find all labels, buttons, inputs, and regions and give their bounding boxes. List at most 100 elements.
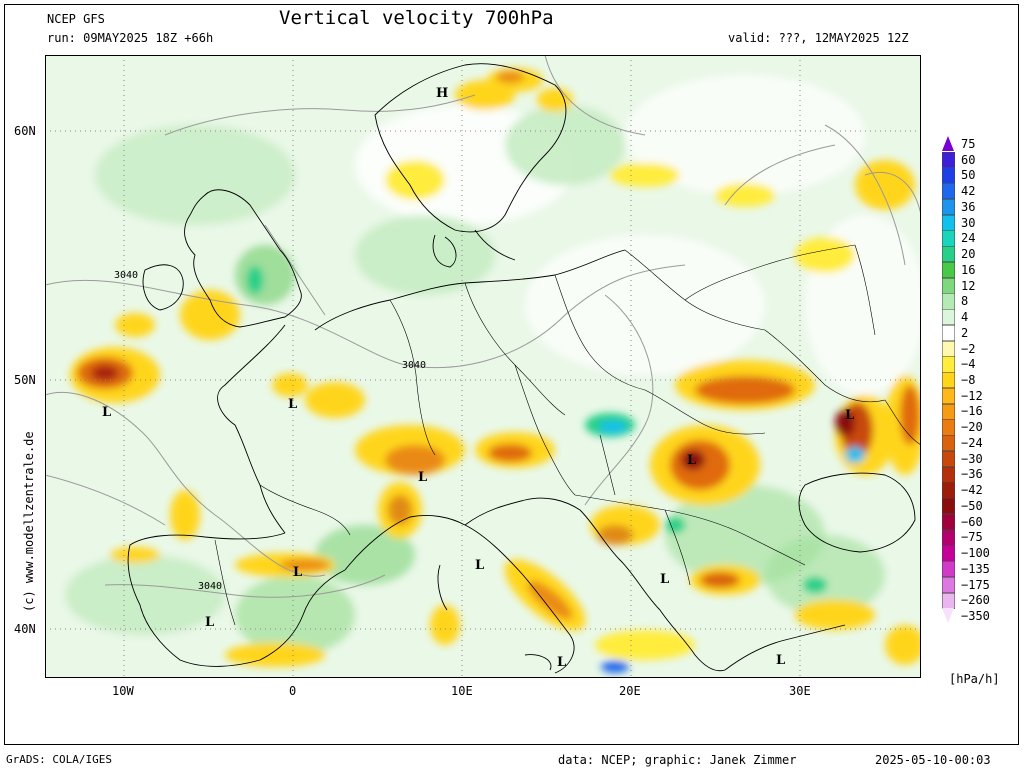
colorbar-level-label: −60: [961, 514, 983, 529]
weather-map: [45, 55, 921, 678]
colorbar-cell: [942, 561, 955, 578]
height-contours: [45, 55, 921, 598]
colorbar-cell: [942, 372, 955, 389]
contour-label: 3040: [402, 360, 427, 371]
low-label: L: [660, 572, 670, 587]
lat-label: 40N: [14, 622, 36, 636]
colorbar-cell: [942, 293, 955, 310]
colorbar-level-label: −350: [961, 609, 990, 624]
colorbar-level-label: −42: [961, 483, 983, 498]
colorbar-cell: [942, 324, 955, 342]
colorbar-level-label: −16: [961, 404, 983, 419]
low-label: L: [687, 453, 697, 468]
colorbar-cell: [942, 545, 955, 562]
low-label: L: [205, 615, 215, 630]
colorbar-level-label: −135: [961, 561, 990, 576]
velocity-field: [65, 68, 921, 673]
chart-title: Vertical velocity 700hPa: [279, 7, 554, 29]
model-name: NCEP GFS: [47, 12, 105, 26]
colorbar-cell: [942, 419, 955, 436]
colorbar-level-label: 16: [961, 262, 976, 277]
colorbar-cell: [942, 261, 955, 279]
colorbar-level-label: −30: [961, 451, 983, 466]
run-info: run: 09MAY2025 18Z +66h: [47, 31, 214, 45]
colorbar-cell: [942, 214, 955, 231]
colorbar-level-label: −50: [961, 498, 983, 513]
low-label: L: [475, 558, 485, 573]
colorbar-cell: [942, 387, 955, 405]
colorbar-level-label: −260: [961, 593, 990, 608]
colorbar-cell: [942, 277, 955, 294]
colorbar-level-label: 50: [961, 168, 976, 183]
colorbar-cell: [942, 246, 955, 263]
colorbar-level-label: −12: [961, 388, 983, 403]
colorbar-level-label: −175: [961, 577, 990, 592]
colorbar-level-label: 36: [961, 199, 976, 214]
footer-credit-data: data: NCEP; graphic: Janek Zimmer: [558, 753, 797, 767]
colorbar-cell: [942, 151, 955, 168]
colorbar-level-label: −20: [961, 420, 983, 435]
colorbar-cell: [942, 198, 955, 216]
low-label: L: [102, 405, 112, 420]
colorbar-level-label: 2: [961, 325, 969, 340]
footer-credit-grads: GrADS: COLA/IGES: [6, 753, 112, 766]
lon-label: 30E: [789, 684, 811, 698]
colorbar-cell: [942, 450, 955, 468]
high-label: H: [436, 86, 449, 101]
coastlines: [127, 63, 916, 674]
colorbar-level-label: 42: [961, 184, 976, 199]
lon-label: 10E: [451, 684, 473, 698]
colorbar-top-arrow: [942, 136, 954, 151]
colorbar-cell: [942, 230, 955, 247]
colorbar-cell: [942, 167, 955, 184]
colorbar-level-label: −24: [961, 435, 983, 450]
colorbar-cell: [942, 576, 955, 593]
colorbar-cell: [942, 592, 955, 609]
colorbar-level-label: −36: [961, 467, 983, 482]
colorbar-cell: [942, 482, 955, 499]
borders: [214, 244, 921, 626]
low-label: L: [776, 653, 786, 668]
colorbar-level-label: 4: [961, 310, 969, 325]
colorbar-level-label: −100: [961, 546, 990, 561]
low-label: L: [557, 655, 567, 670]
contour-label: 3040: [198, 581, 223, 592]
footer-timestamp: 2025-05-10-00:03: [875, 753, 991, 767]
valid-info: valid: ???, 12MAY2025 12Z: [728, 31, 909, 45]
colorbar-level-label: −75: [961, 530, 983, 545]
colorbar-cell: [942, 435, 955, 452]
low-label: L: [418, 470, 428, 485]
outer-frame: [4, 4, 1019, 745]
colorbar-level-label: 30: [961, 215, 976, 230]
colorbar-bottom-arrow: [942, 608, 954, 624]
colorbar-level-label: −8: [961, 373, 976, 387]
colorbar-level-label: 20: [961, 247, 976, 262]
colorbar-cell: [942, 403, 955, 420]
low-label: L: [293, 565, 303, 580]
colorbar-level-label: 24: [961, 231, 976, 246]
lon-label: 20E: [619, 684, 641, 698]
low-label: L: [845, 408, 855, 423]
colorbar-cell: [942, 529, 955, 546]
colorbar-level-label: −2: [961, 341, 976, 356]
contour-label: 3040: [114, 270, 139, 281]
colorbar-cell: [942, 340, 955, 357]
lon-label: 0: [289, 684, 297, 698]
map-frame: [45, 55, 921, 678]
colorbar-cell: [942, 356, 955, 373]
colorbar-level-label: 60: [961, 152, 976, 167]
low-label: L: [288, 397, 298, 412]
colorbar-cell: [942, 498, 955, 515]
colorbar-cell: [942, 309, 955, 326]
colorbar-level-label: 12: [961, 278, 976, 293]
colorbar-level-label: 75: [961, 136, 976, 151]
lat-label: 50N: [14, 373, 36, 387]
colorbar-unit: [hPa/h]: [949, 672, 1000, 686]
colorbar-cell: [942, 183, 955, 200]
colorbar-level-label: −4: [961, 357, 976, 372]
graticule: [45, 55, 921, 678]
colorbar-cell: [942, 466, 955, 483]
lon-label: 10W: [112, 684, 134, 698]
colorbar-cell: [942, 513, 955, 531]
lat-label: 60N: [14, 124, 36, 138]
